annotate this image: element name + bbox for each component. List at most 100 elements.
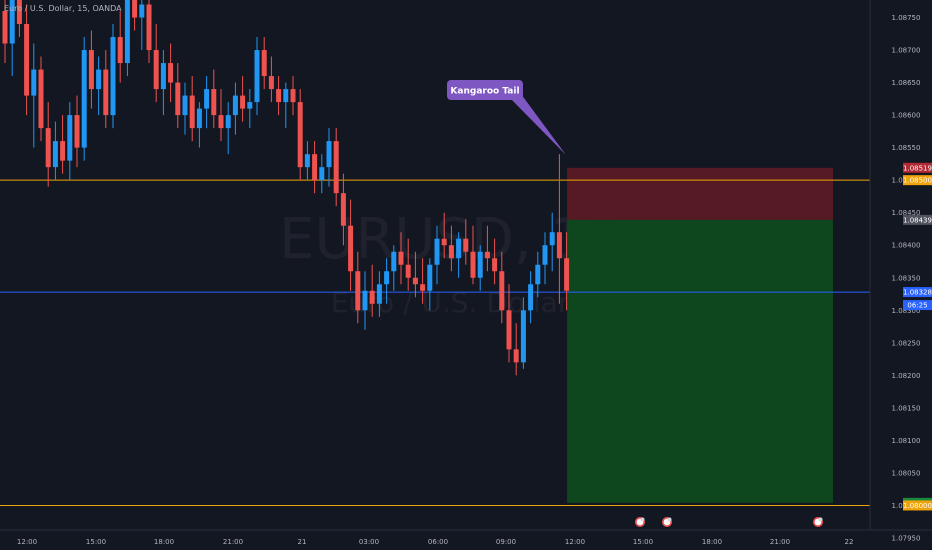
candle[interactable] [211,69,217,129]
candle[interactable] [117,11,123,83]
candle[interactable] [492,238,498,285]
candle[interactable] [81,37,87,161]
candle[interactable] [463,219,469,265]
price-tick-label: 1.08450 [892,209,921,217]
candle[interactable] [2,0,8,64]
candle[interactable] [160,50,166,116]
candle[interactable] [196,102,202,148]
candle[interactable] [67,102,73,181]
symbol-title[interactable]: Euro / U.S. Dollar, 15, OANDA [4,4,122,13]
candle[interactable] [391,245,397,291]
time-scale[interactable]: 12:00 15:00 18:00 21:00 21 03:00 06:00 09:00 12:… [0,529,932,546]
candle[interactable] [506,284,512,363]
candle[interactable] [456,232,462,278]
candle[interactable] [564,232,570,311]
candle[interactable] [247,89,253,129]
candle[interactable] [376,271,382,317]
candle[interactable] [297,89,303,181]
candle[interactable] [254,37,260,116]
candle[interactable] [74,95,80,168]
candle[interactable] [268,56,274,103]
price-tick-label: 1.08100 [892,437,921,445]
candle[interactable] [513,323,519,376]
candle[interactable] [168,43,174,103]
candle[interactable] [204,76,210,129]
candle[interactable] [283,82,289,129]
watermark-ticker: EURUSD, 15 [279,207,621,272]
candle[interactable] [484,225,490,272]
candle[interactable] [225,102,231,155]
candle[interactable] [312,141,318,194]
time-tick-label: 18:00 [154,538,174,546]
candle[interactable] [52,121,58,181]
candle[interactable] [542,232,548,285]
candle[interactable] [412,251,418,298]
candle[interactable] [434,225,440,285]
candle[interactable] [45,102,51,187]
time-tick-label: 09:00 [496,538,516,546]
candle[interactable] [110,24,116,129]
candle[interactable] [520,297,526,369]
candle[interactable] [153,24,159,103]
candle[interactable] [427,258,433,311]
candle[interactable] [369,264,375,317]
candle[interactable] [362,271,368,330]
kangaroo-tail-callout[interactable]: Kangaroo Tail [447,80,566,155]
candle[interactable] [333,128,339,207]
candle[interactable] [88,30,94,109]
candle[interactable] [16,0,22,38]
candle[interactable] [124,0,130,77]
candle[interactable] [132,0,138,31]
candle[interactable] [31,43,37,148]
candle[interactable] [384,258,390,304]
economic-event-icon[interactable] [662,517,672,527]
time-tick-label: 18:00 [702,538,722,546]
candle[interactable] [405,238,411,291]
candle[interactable] [477,245,483,291]
candle[interactable] [304,141,310,181]
candle[interactable] [319,154,325,194]
candle[interactable] [470,225,476,285]
candle[interactable] [326,128,332,187]
candle[interactable] [9,0,15,77]
economic-event-icon[interactable] [635,517,645,527]
candle[interactable] [348,199,354,291]
candle[interactable] [528,271,534,324]
candle[interactable] [441,212,447,259]
candle[interactable] [139,0,145,51]
candle[interactable] [535,251,541,298]
candle[interactable] [276,76,282,116]
take-profit-zone[interactable] [567,219,833,503]
price-scale[interactable]: 1.08750 1.08700 1.08650 1.08600 1.08550 1.085… [869,0,932,542]
economic-event-icon[interactable] [813,517,823,527]
candle[interactable] [38,56,44,142]
candle[interactable] [355,251,361,324]
candle[interactable] [261,37,267,90]
callout-box [447,80,523,100]
candle[interactable] [175,63,181,129]
candle[interactable] [556,154,562,304]
time-tick-label: 15:00 [633,538,653,546]
candle[interactable] [60,115,66,174]
time-tick-label: 12:00 [565,538,585,546]
candle[interactable] [549,212,555,272]
candle[interactable] [96,56,102,116]
candle[interactable] [448,225,454,272]
candle[interactable] [499,251,505,324]
candle[interactable] [189,76,195,142]
candle[interactable] [146,0,152,64]
candle[interactable] [24,4,30,116]
candle[interactable] [218,89,224,142]
candle[interactable] [103,50,109,129]
candle[interactable] [182,82,188,135]
time-tick-label: 12:00 [17,538,37,546]
candle[interactable] [232,82,238,135]
candle[interactable] [398,232,404,285]
candle[interactable] [290,76,296,116]
candle[interactable] [340,173,346,246]
candle[interactable] [240,76,246,122]
candle[interactable] [420,258,426,304]
stop-loss-zone[interactable] [567,167,833,220]
